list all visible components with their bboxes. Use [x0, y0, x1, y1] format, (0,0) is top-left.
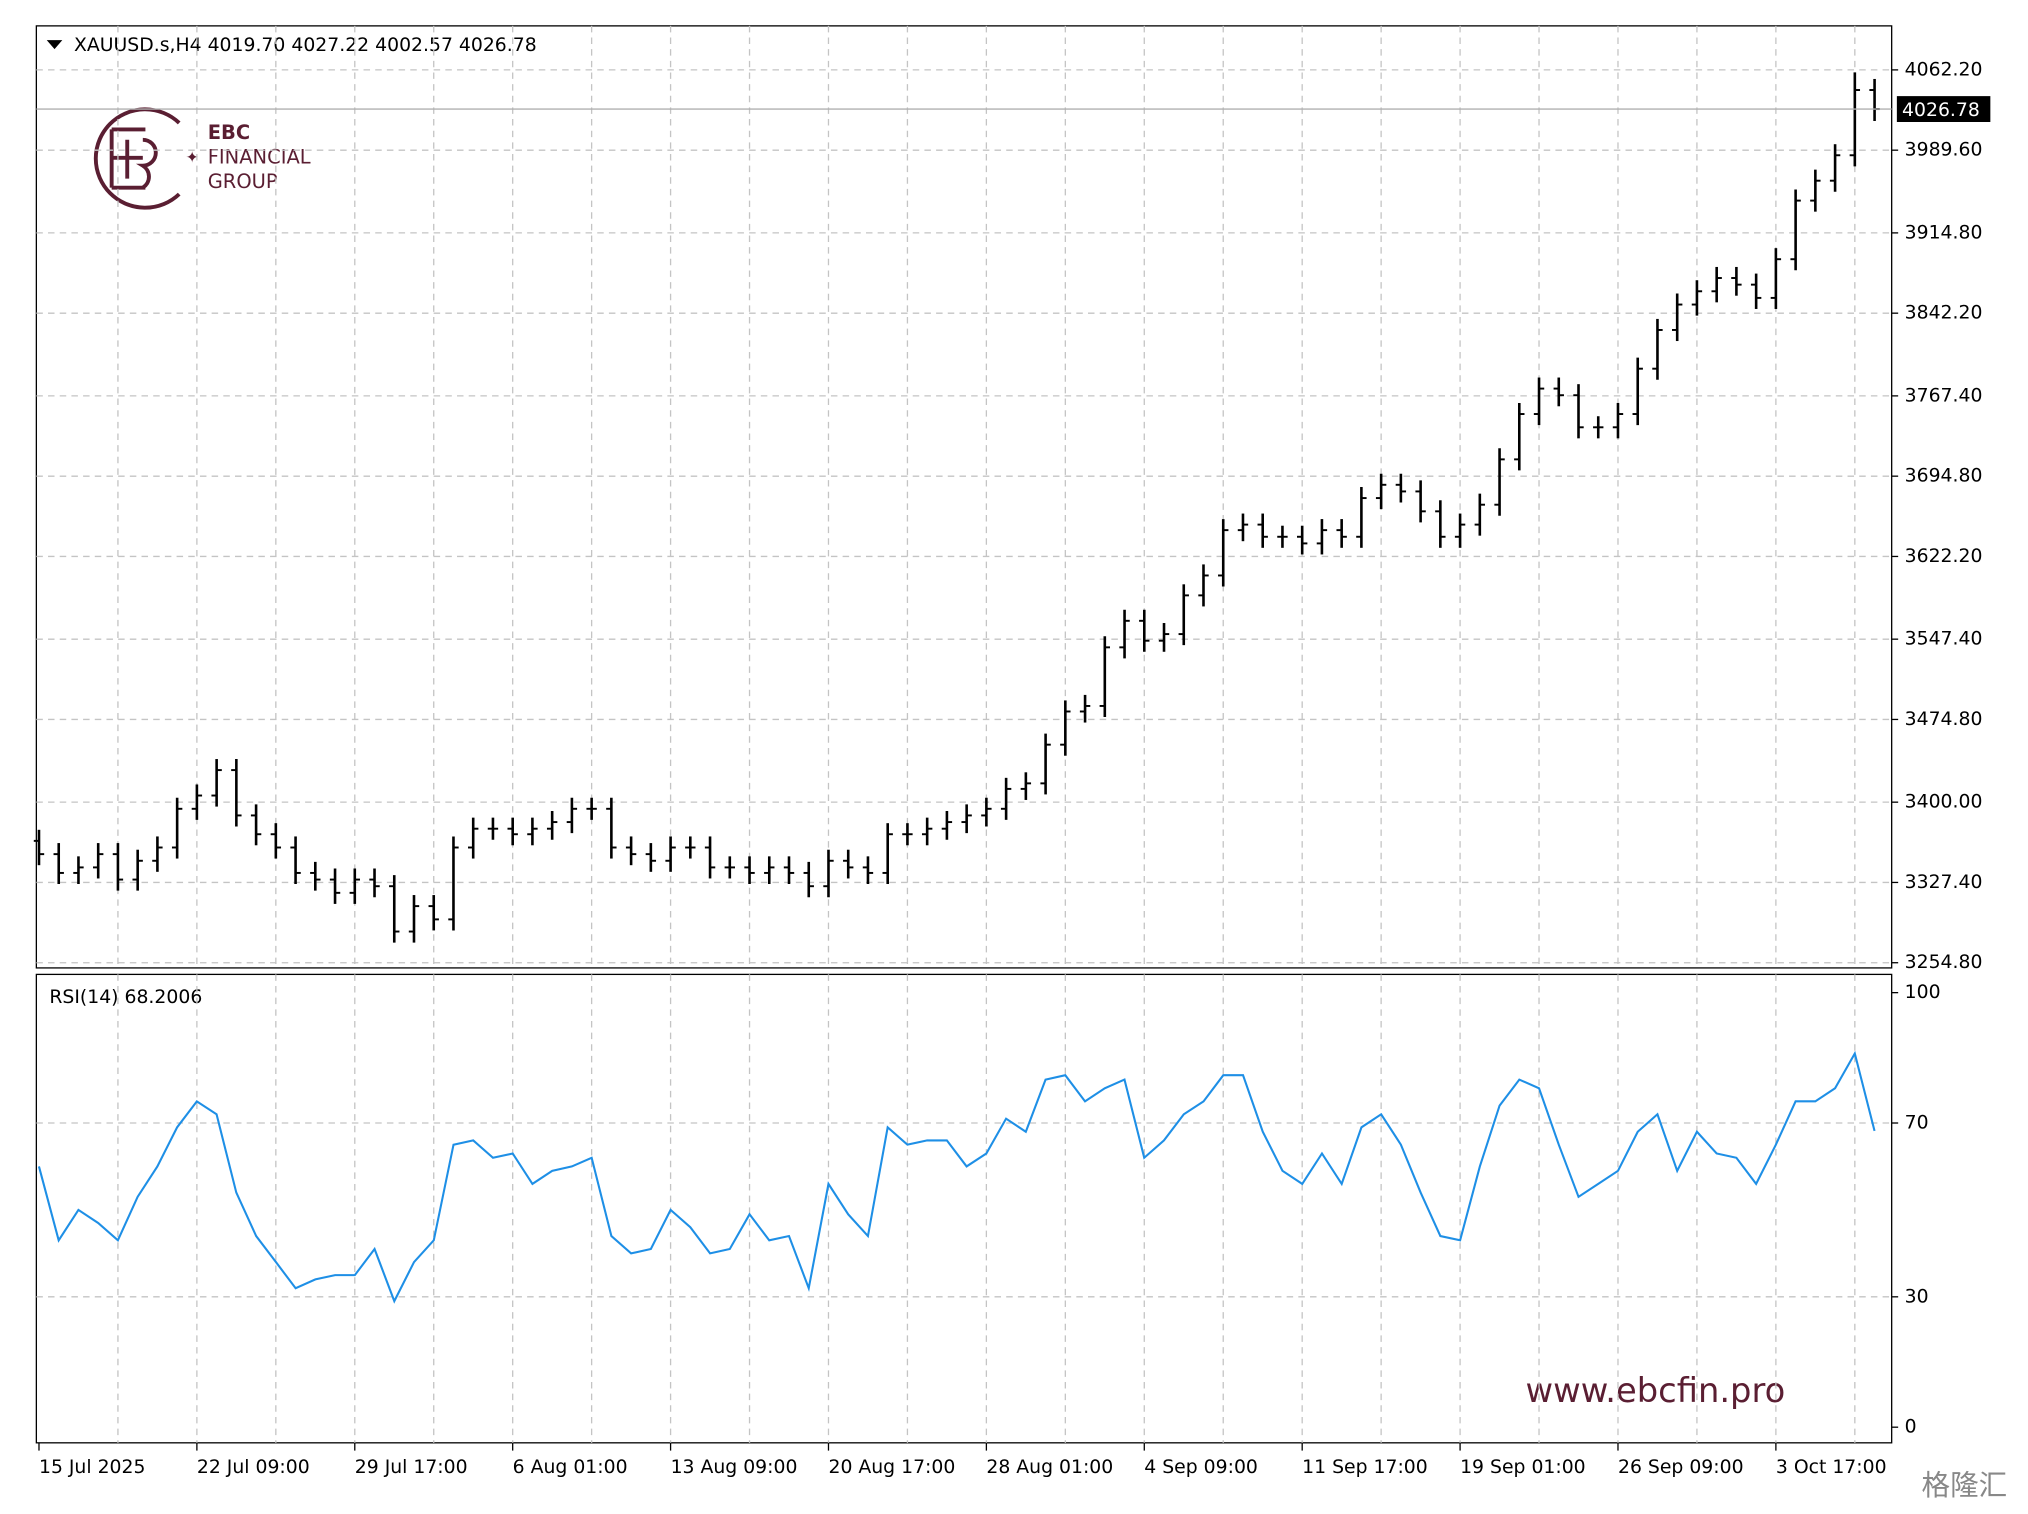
rsi-title: RSI(14) 68.2006	[49, 987, 202, 1008]
rsi-line	[37, 1050, 1876, 1304]
x-tick-label: 13 Aug 09:00	[671, 1457, 798, 1478]
x-tick-label: 26 Sep 09:00	[1618, 1457, 1744, 1478]
logo-mark	[109, 127, 158, 190]
y-tick-label: 3254.80	[1905, 952, 1983, 973]
y-tick-label: 3327.40	[1905, 872, 1983, 893]
brand-text: FINANCIAL	[208, 145, 311, 168]
price-pane	[35, 25, 1893, 969]
site-watermark: www.ebcfin.pro	[1526, 1371, 1786, 1410]
y-tick-label: 3914.80	[1905, 222, 1983, 243]
x-tick-label: 29 Jul 17:00	[355, 1457, 468, 1478]
y-tick-label: 0	[1905, 1417, 1917, 1438]
source-watermark: 格隆汇	[1922, 1469, 2008, 1502]
y-tick-label: 70	[1905, 1113, 1929, 1134]
x-tick-label: 3 Oct 17:00	[1776, 1457, 1887, 1478]
y-tick-label: 4062.20	[1905, 59, 1983, 80]
dropdown-icon	[46, 40, 63, 50]
x-tick-label: 11 Sep 17:00	[1302, 1457, 1428, 1478]
brand-text: EBC	[208, 121, 250, 144]
y-tick-label: 3547.40	[1905, 629, 1983, 650]
y-tick-label: 3694.80	[1905, 466, 1983, 487]
logo: ✦ EBC FINANCIAL GROUP	[93, 107, 311, 210]
x-tick-label: 22 Jul 09:00	[197, 1457, 310, 1478]
rsi-pane	[35, 973, 1893, 1444]
x-tick-label: 6 Aug 01:00	[513, 1457, 628, 1478]
x-tick-label: 15 Jul 2025	[39, 1457, 145, 1478]
brand-text: GROUP	[208, 170, 278, 193]
x-tick-label: 19 Sep 01:00	[1460, 1457, 1586, 1478]
logo-star: ✦	[186, 148, 199, 166]
chart-title: XAUUSD.s,H4 4019.70 4027.22 4002.57 4026…	[74, 35, 537, 56]
y-tick-label: 100	[1905, 982, 1941, 1003]
last-price-label: 4026.78	[1902, 100, 1980, 121]
x-tick-label: 4 Sep 09:00	[1144, 1457, 1258, 1478]
x-tick-label: 20 Aug 17:00	[828, 1457, 955, 1478]
last-price-box	[1896, 96, 1991, 122]
y-tick-label: 30	[1905, 1286, 1929, 1307]
y-tick-label: 3400.00	[1905, 792, 1983, 813]
y-tick-label: 3474.80	[1905, 709, 1983, 730]
y-tick-label: 3767.40	[1905, 385, 1983, 406]
y-tick-label: 3989.60	[1905, 140, 1983, 161]
x-tick-label: 28 Aug 01:00	[986, 1457, 1113, 1478]
y-tick-label: 3842.20	[1905, 303, 1983, 324]
y-tick-label: 3622.20	[1905, 546, 1983, 567]
